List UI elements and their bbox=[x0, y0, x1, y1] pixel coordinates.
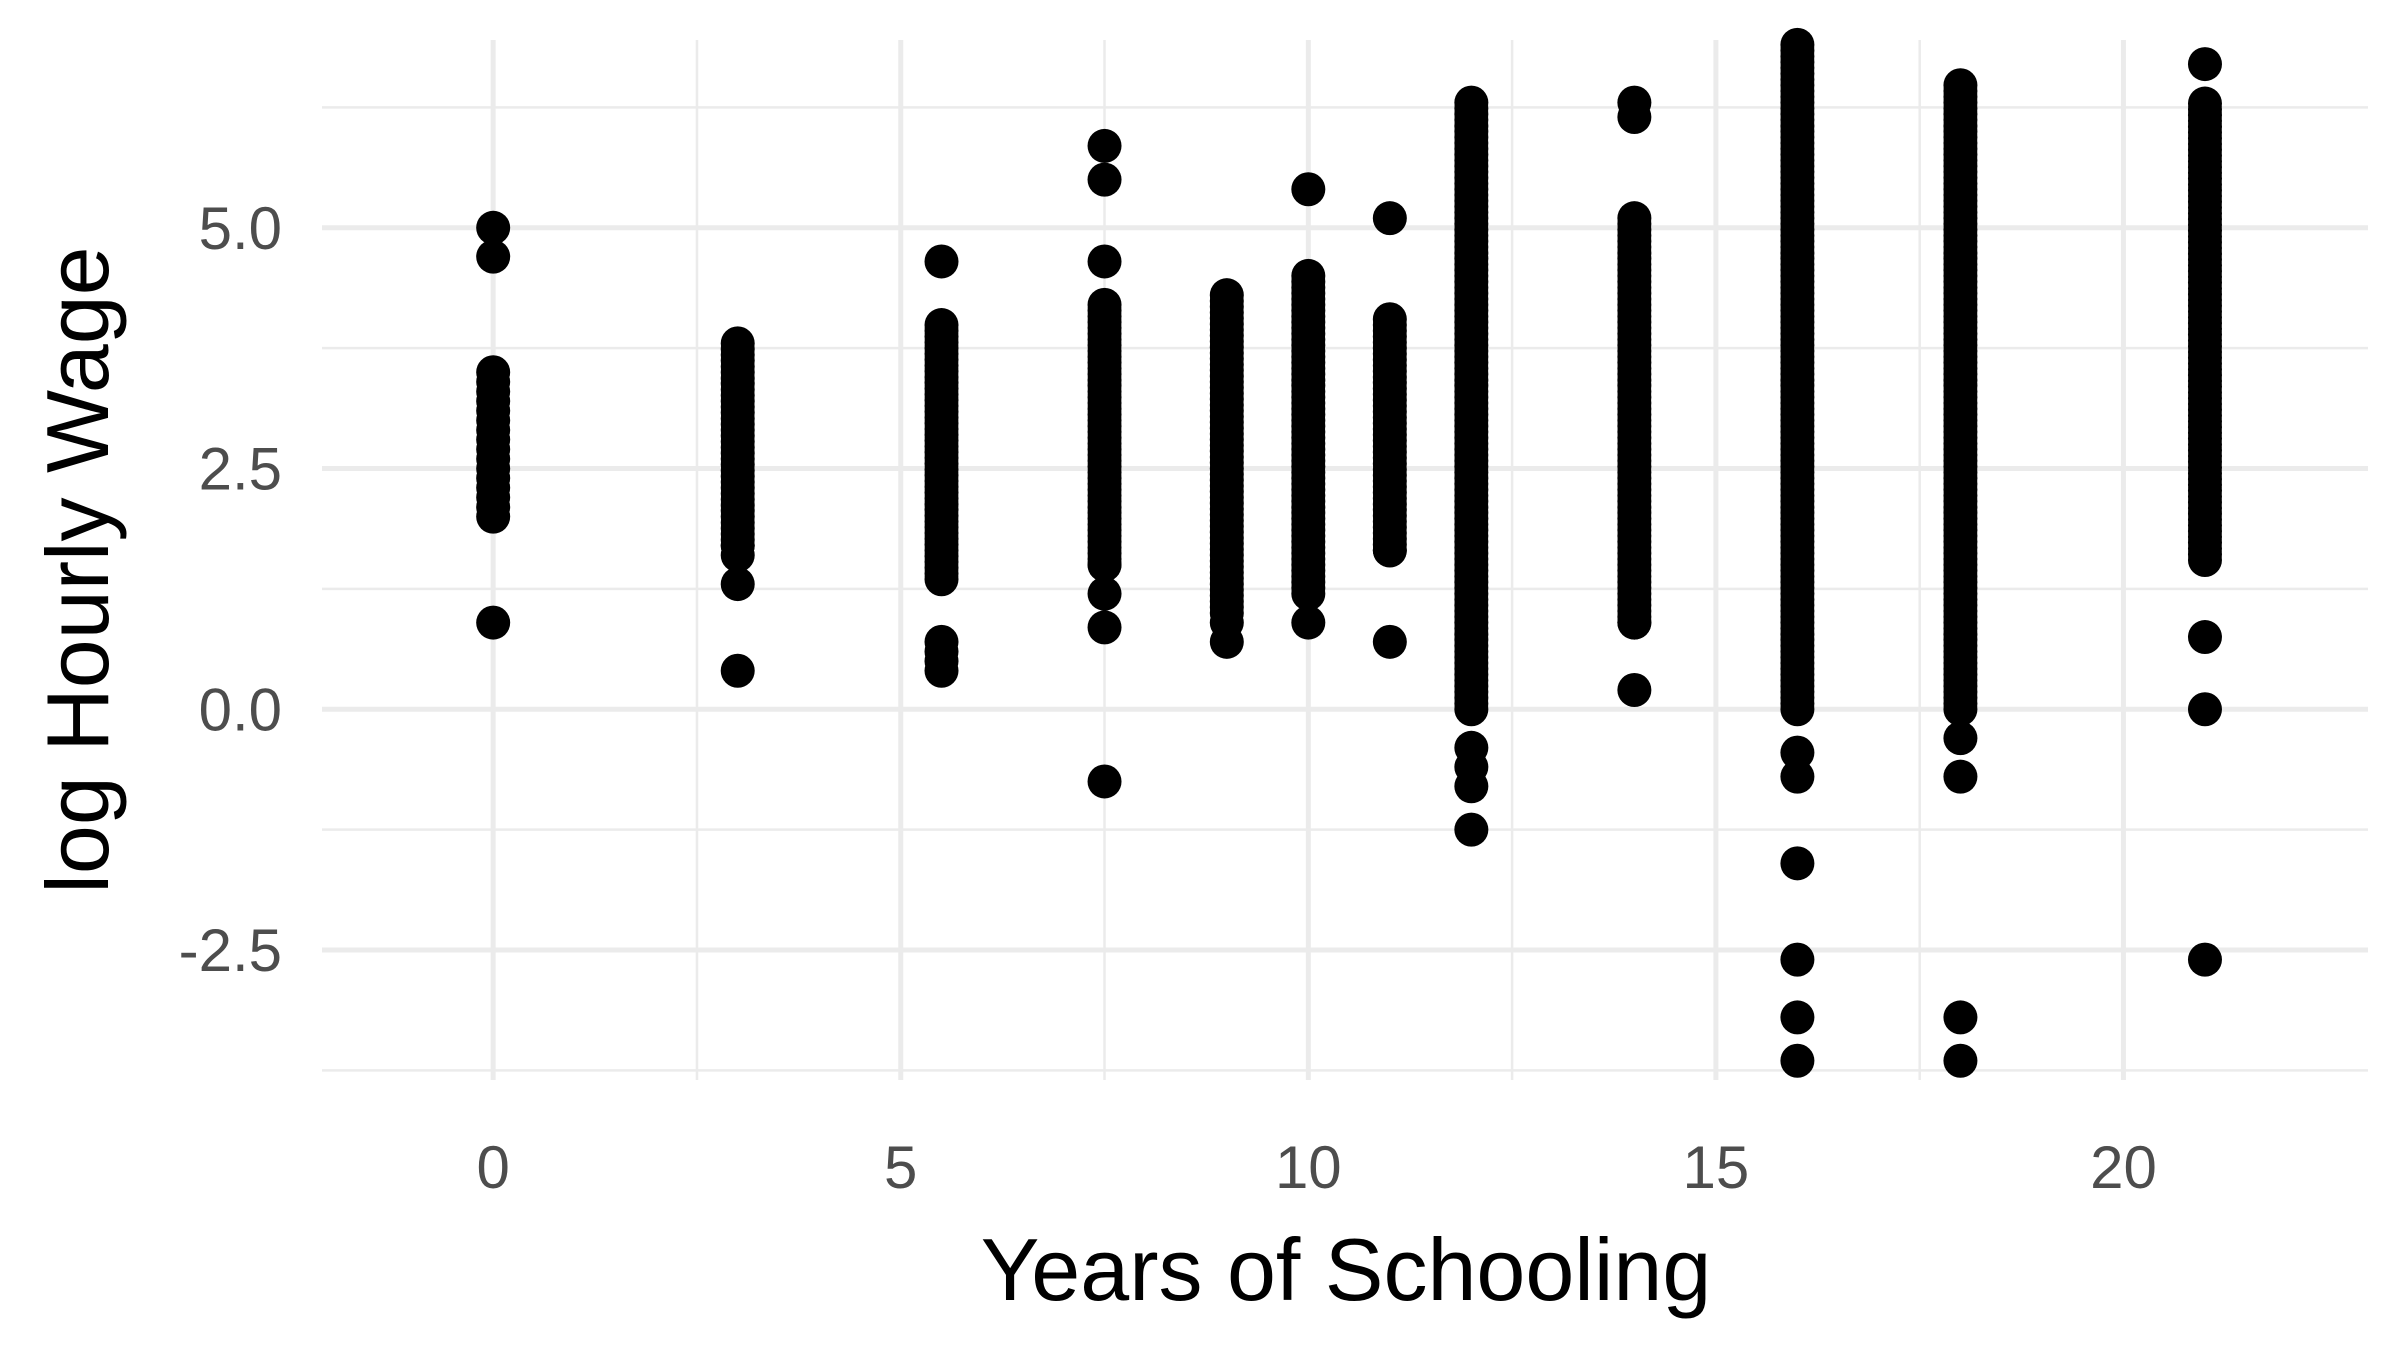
data-point bbox=[1087, 610, 1122, 645]
data-point bbox=[2187, 692, 2222, 727]
data-point bbox=[1291, 258, 1326, 293]
data-point bbox=[1617, 201, 1652, 236]
data-point bbox=[1372, 533, 1407, 568]
data-point bbox=[1209, 278, 1244, 313]
x-tick-label: 10 bbox=[1275, 1134, 1342, 1201]
data-point bbox=[1087, 547, 1122, 582]
data-point bbox=[1943, 759, 1978, 794]
grid-layer bbox=[322, 40, 2368, 1080]
y-tick-label: -2.5 bbox=[179, 917, 282, 984]
data-point bbox=[1087, 576, 1122, 611]
data-point bbox=[1780, 27, 1815, 62]
data-point bbox=[720, 528, 755, 563]
data-point bbox=[1780, 1043, 1815, 1078]
y-axis-title: log Hourly Wage bbox=[28, 246, 127, 893]
data-point bbox=[720, 326, 755, 361]
data-point bbox=[1087, 128, 1122, 163]
data-point bbox=[1209, 605, 1244, 640]
data-point bbox=[1454, 730, 1489, 765]
x-tick-labels: 0 5 10 15 20 bbox=[476, 1134, 2156, 1201]
x-tick-label: 5 bbox=[884, 1134, 917, 1201]
data-point bbox=[1087, 764, 1122, 799]
y-tick-label: 2.5 bbox=[199, 436, 282, 503]
data-point bbox=[924, 624, 959, 659]
data-point bbox=[1780, 942, 1815, 977]
data-point bbox=[476, 239, 511, 274]
data-point bbox=[1291, 172, 1326, 207]
data-point bbox=[1780, 759, 1815, 794]
data-point bbox=[1943, 1043, 1978, 1078]
x-tick-label: 15 bbox=[1683, 1134, 1750, 1201]
point-layer bbox=[476, 27, 2222, 1078]
data-point bbox=[476, 355, 511, 390]
data-point bbox=[1780, 846, 1815, 881]
data-point bbox=[1943, 1000, 1978, 1035]
data-point bbox=[2187, 942, 2222, 977]
data-point bbox=[476, 210, 511, 245]
data-point bbox=[1617, 85, 1652, 120]
y-tick-labels: -2.5 0.0 2.5 5.0 bbox=[179, 195, 282, 984]
data-point bbox=[2187, 47, 2222, 82]
y-tick-label: 5.0 bbox=[199, 195, 282, 262]
data-point bbox=[1087, 162, 1122, 197]
y-tick-label: 0.0 bbox=[199, 676, 282, 743]
data-point bbox=[1454, 812, 1489, 847]
data-point bbox=[2187, 86, 2222, 121]
data-point bbox=[476, 605, 511, 640]
data-point bbox=[1780, 735, 1815, 770]
data-point bbox=[720, 567, 755, 602]
data-point bbox=[1454, 85, 1489, 120]
data-point bbox=[1372, 624, 1407, 659]
data-point bbox=[1943, 721, 1978, 756]
data-point bbox=[720, 653, 755, 688]
x-tick-label: 0 bbox=[476, 1134, 509, 1201]
data-point bbox=[1372, 302, 1407, 337]
data-point bbox=[1780, 1000, 1815, 1035]
data-point bbox=[1087, 287, 1122, 322]
x-axis-title: Years of Schooling bbox=[981, 1220, 1712, 1319]
data-point bbox=[1087, 244, 1122, 279]
data-point bbox=[1617, 673, 1652, 707]
data-point bbox=[1372, 201, 1407, 236]
data-point bbox=[924, 308, 959, 343]
data-point bbox=[1617, 605, 1652, 640]
data-point bbox=[924, 244, 959, 279]
x-tick-label: 20 bbox=[2090, 1134, 2157, 1201]
data-point bbox=[1291, 605, 1326, 640]
data-point bbox=[2187, 620, 2222, 655]
data-point bbox=[1943, 68, 1978, 103]
